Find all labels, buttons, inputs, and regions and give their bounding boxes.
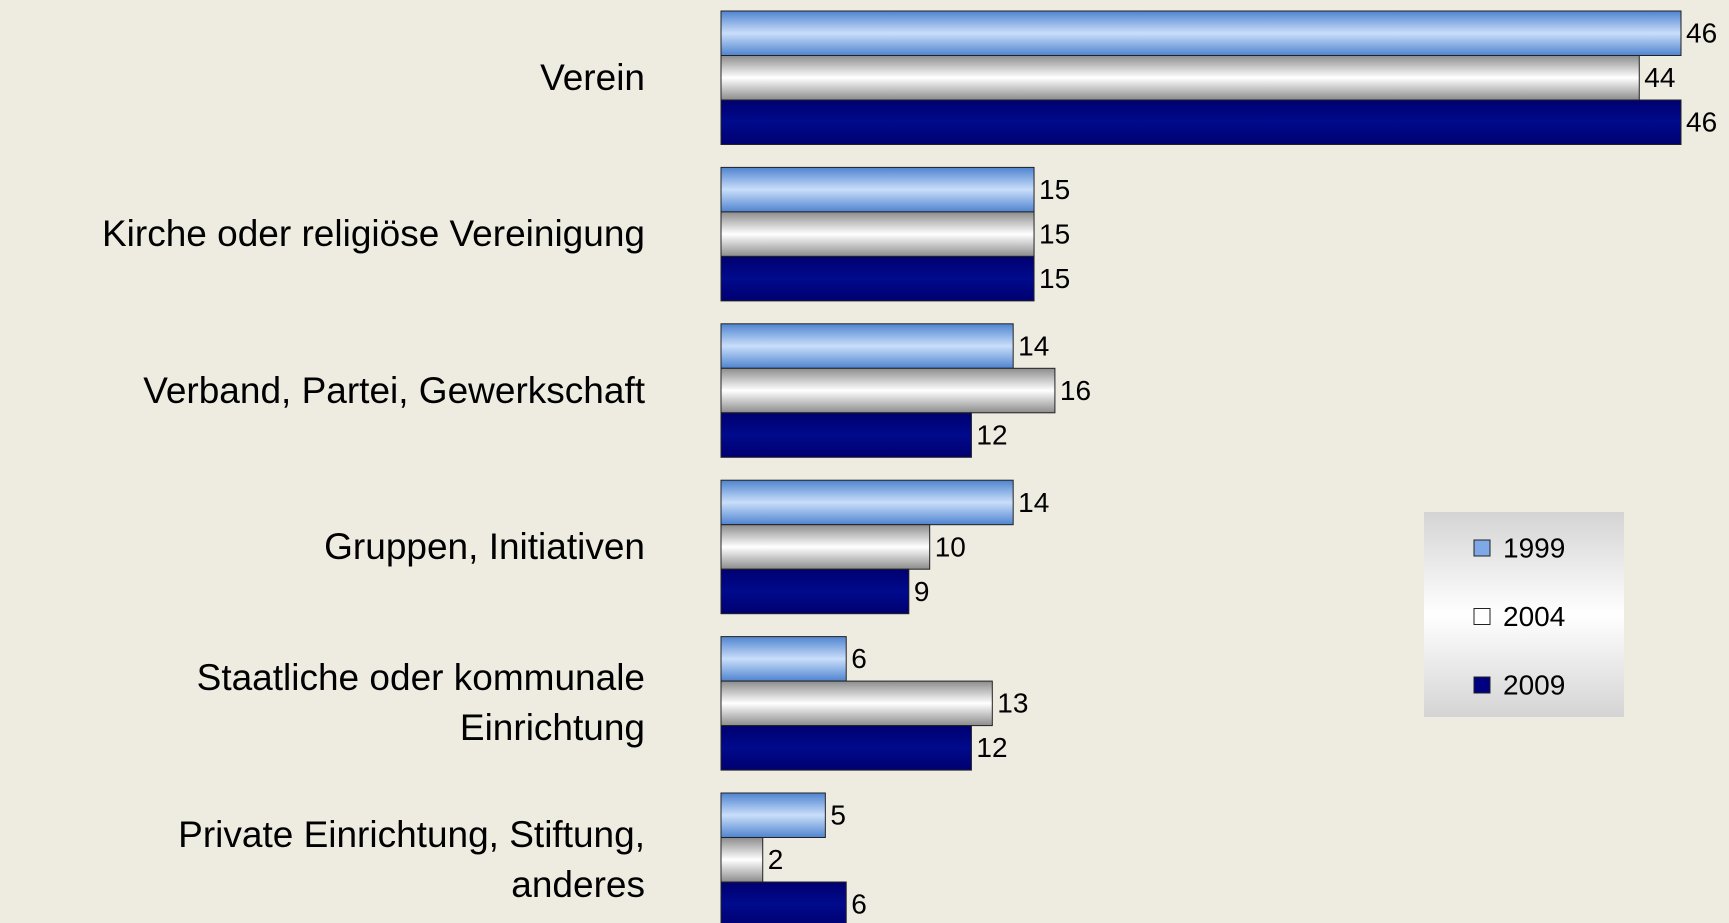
category-label: Private Einrichtung, Stiftung, anderes bbox=[178, 813, 645, 905]
legend-label: 1999 bbox=[1503, 532, 1565, 563]
value-label: 16 bbox=[1060, 375, 1091, 406]
bar bbox=[720, 412, 972, 458]
value-label: 14 bbox=[1018, 487, 1049, 518]
value-label: 10 bbox=[935, 531, 966, 562]
bar bbox=[720, 725, 972, 771]
bar bbox=[720, 211, 1035, 257]
value-label: 2 bbox=[768, 844, 784, 875]
bar bbox=[720, 568, 910, 615]
category-label: Kirche oder religiöse Vereinigung bbox=[101, 213, 645, 255]
value-label: 46 bbox=[1686, 107, 1717, 138]
value-label: 12 bbox=[976, 419, 1007, 450]
value-label: 44 bbox=[1644, 62, 1675, 93]
value-label: 6 bbox=[851, 643, 867, 674]
bar bbox=[720, 680, 993, 727]
bar bbox=[720, 524, 931, 570]
value-label: 15 bbox=[1039, 174, 1070, 205]
value-label: 46 bbox=[1686, 18, 1717, 49]
bar bbox=[720, 166, 1035, 213]
bar bbox=[720, 792, 826, 838]
value-label: 15 bbox=[1039, 219, 1070, 250]
bar bbox=[720, 881, 847, 923]
legend-label: 2009 bbox=[1503, 669, 1565, 700]
bar bbox=[720, 479, 1014, 526]
legend-swatch bbox=[1473, 539, 1491, 557]
legend-swatch bbox=[1473, 608, 1491, 625]
legend-label: 2004 bbox=[1503, 601, 1565, 632]
value-label: 5 bbox=[830, 800, 846, 831]
category-label: Staatliche oder kommunale Einrichtung bbox=[196, 657, 645, 749]
bar bbox=[720, 837, 764, 883]
value-label: 14 bbox=[1018, 330, 1049, 361]
category-label: Verein bbox=[540, 56, 645, 98]
value-label: 6 bbox=[851, 889, 867, 920]
bar bbox=[720, 323, 1014, 369]
legend-swatch bbox=[1473, 676, 1491, 694]
value-label: 9 bbox=[914, 576, 930, 607]
bar bbox=[720, 636, 847, 682]
bar bbox=[720, 10, 1682, 56]
category-label: Gruppen, Initiativen bbox=[324, 525, 645, 567]
category-label: Verband, Partei, Gewerkschaft bbox=[143, 369, 645, 411]
value-label: 13 bbox=[997, 688, 1028, 719]
legend-box bbox=[1424, 512, 1624, 717]
bar bbox=[720, 99, 1682, 145]
bar bbox=[720, 255, 1035, 302]
bar bbox=[720, 55, 1640, 101]
value-label: 12 bbox=[976, 732, 1007, 763]
bar bbox=[720, 367, 1056, 414]
value-label: 15 bbox=[1039, 263, 1070, 294]
